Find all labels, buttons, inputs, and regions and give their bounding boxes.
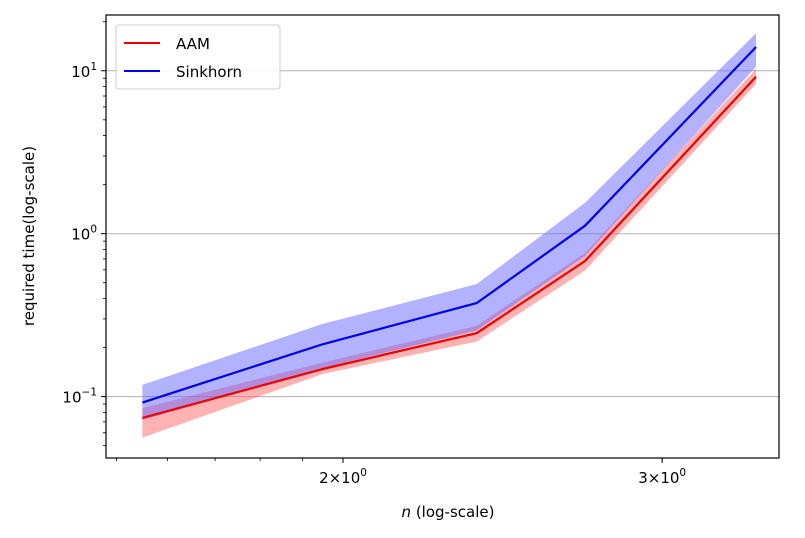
band-sinkhorn: [142, 33, 757, 420]
line-layer: [142, 46, 757, 419]
legend-label-aam: AAM: [176, 35, 210, 53]
x-tick-label: 2×100: [319, 467, 367, 487]
x-axis-label: n (log-scale): [402, 503, 495, 521]
legend-label-sinkhorn: Sinkhorn: [176, 63, 242, 81]
x-tick-label: 3×100: [638, 467, 686, 487]
plot-frame: [105, 14, 780, 459]
line-sinkhorn: [142, 46, 757, 404]
tick-layer: 10−1 100 101 2×100 3×100: [62, 21, 686, 487]
y-tick-label: 100: [71, 224, 97, 244]
y-axis-label: required time(log-scale): [20, 146, 38, 326]
y-tick-label: 101: [71, 61, 97, 81]
band-layer: [142, 33, 757, 438]
line-aam: [142, 75, 757, 419]
legend: AAM Sinkhorn: [115, 24, 281, 90]
x-axis-label-var: n: [402, 503, 412, 521]
x-axis-label-text: (log-scale): [411, 503, 494, 521]
y-tick-label: 10−1: [62, 387, 97, 407]
legend-box: [115, 24, 281, 90]
